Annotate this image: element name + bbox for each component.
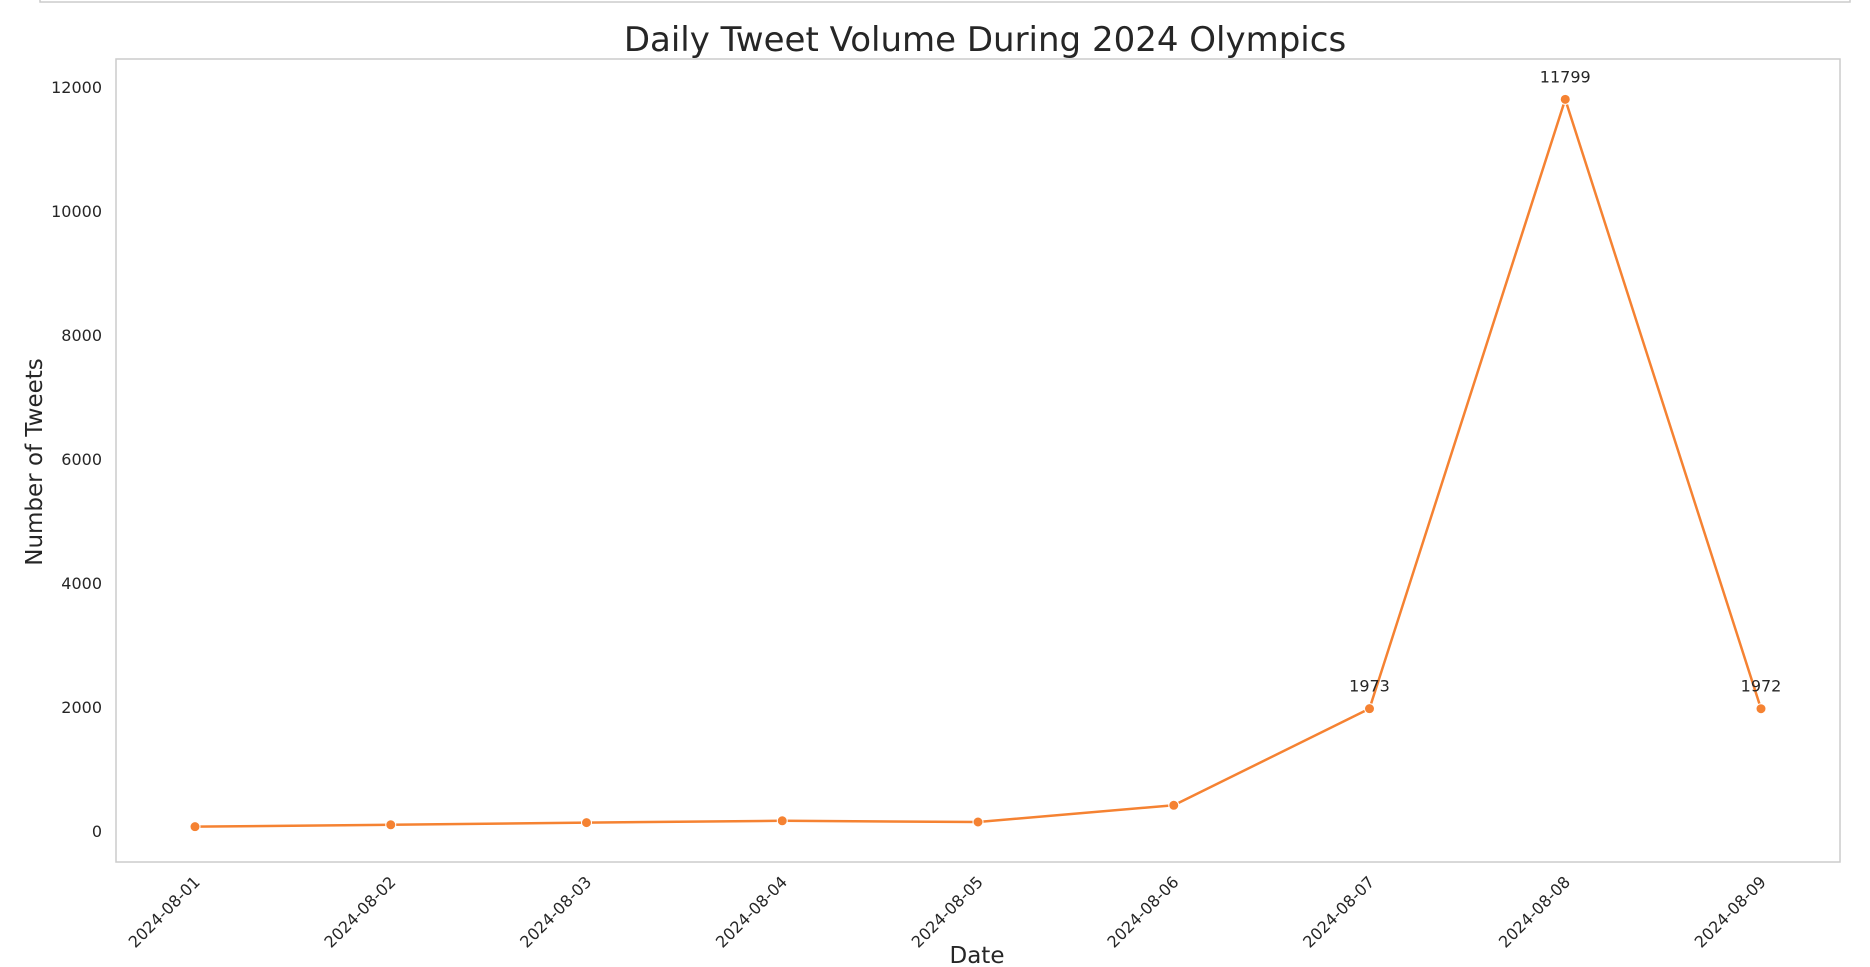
data-point	[1168, 799, 1180, 811]
y-tick-label: 12000	[51, 78, 102, 97]
x-tick-label: 2024-08-09	[1691, 872, 1770, 951]
x-axis: 2024-08-01 2024-08-02 2024-08-03 2024-08-04…	[125, 872, 1770, 951]
x-tick-label: 2024-08-06	[1103, 872, 1182, 951]
y-axis-label: Number of Tweets	[22, 358, 48, 566]
data-label: 11799	[1540, 67, 1591, 86]
x-tick-label: 2024-08-05	[908, 872, 987, 951]
x-tick-label: 2024-08-08	[1495, 872, 1574, 951]
data-labels: 1973 11799 1972	[1349, 67, 1781, 695]
y-axis: 0 2000 4000 6000 8000 10000 12000	[51, 78, 102, 841]
data-point	[581, 817, 592, 829]
data-point	[385, 819, 397, 831]
x-tick-label: 2024-08-04	[712, 872, 791, 951]
data-point	[972, 816, 984, 828]
x-tick-label: 2024-08-02	[320, 872, 399, 951]
data-point	[1364, 703, 1375, 715]
data-label: 1973	[1349, 677, 1390, 696]
data-point	[1755, 703, 1767, 715]
x-tick-label: 2024-08-03	[516, 872, 595, 951]
x-tick-label: 2024-08-07	[1299, 872, 1378, 951]
x-tick-label: 2024-08-01	[125, 872, 204, 951]
series-line	[194, 98, 1763, 828]
top-panel-edge	[39, 0, 1851, 3]
plot-frame	[115, 58, 1841, 863]
data-point	[776, 815, 788, 827]
data-label: 1972	[1741, 677, 1782, 696]
y-tick-label: 0	[92, 822, 102, 841]
y-tick-label: 8000	[61, 326, 102, 345]
y-tick-label: 4000	[61, 574, 102, 593]
data-point	[189, 821, 201, 833]
x-axis-label: Date	[950, 943, 1005, 967]
y-tick-label: 6000	[61, 450, 102, 469]
series-tweets	[189, 93, 1767, 833]
y-tick-label: 2000	[61, 698, 102, 717]
data-point	[1559, 93, 1571, 105]
chart-title: Daily Tweet Volume During 2024 Olympics	[624, 20, 1346, 60]
y-tick-label: 10000	[51, 202, 102, 221]
